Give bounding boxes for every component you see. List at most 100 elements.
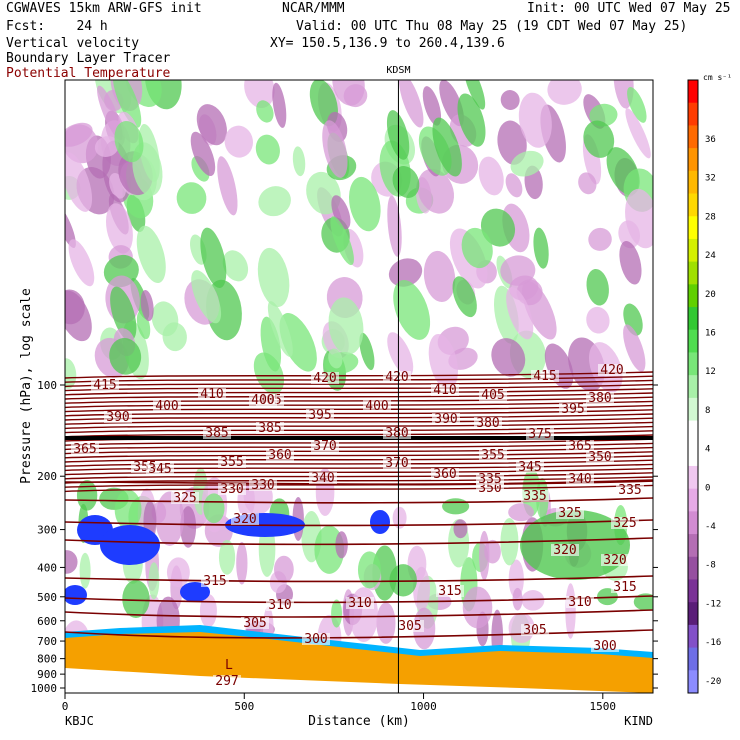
velocity-blob <box>244 80 275 109</box>
isentrope-label: 420 <box>385 370 408 385</box>
isentrope-label: 355 <box>220 455 243 470</box>
isentrope-label-bg <box>431 468 459 480</box>
isentrope-label-bg <box>201 575 229 587</box>
velocity-blob <box>332 80 365 106</box>
isentrope <box>65 537 653 546</box>
velocity-blob <box>586 268 609 306</box>
velocity-blob <box>114 121 144 163</box>
colorbar-swatch <box>688 375 698 399</box>
y-tick-label: 700 <box>37 635 57 648</box>
colorbar-tick-label: -4 <box>705 522 716 532</box>
velocity-blob <box>328 297 364 355</box>
velocity-blob <box>510 150 544 177</box>
colorbar-swatch <box>688 443 698 467</box>
isentrope-label-bg <box>218 456 246 468</box>
velocity-blob <box>497 120 527 165</box>
isentrope-label-bg <box>346 597 374 609</box>
y-axis-label: Pressure (hPa), log scale <box>19 288 34 484</box>
colorbar-swatch <box>688 307 698 331</box>
velocity-blob <box>236 541 248 585</box>
isentrope-label-bg <box>213 675 241 687</box>
colorbar-swatch <box>688 80 698 104</box>
velocity-blob <box>257 247 290 308</box>
velocity-blob <box>65 290 92 342</box>
velocity-blob <box>392 166 420 198</box>
isentrope-label-bg <box>249 394 277 406</box>
colorbar-units: cm s⁻¹ <box>703 73 732 82</box>
isentrope-label: 400 <box>251 393 274 408</box>
velocity-blob <box>478 156 504 196</box>
colorbar-swatch <box>688 534 698 558</box>
isentrope <box>65 455 653 463</box>
colorbar-tick-label: 24 <box>705 251 716 261</box>
isentrope-label: 310 <box>268 598 291 613</box>
isentrope-label-bg <box>306 409 334 421</box>
velocity-blob <box>112 80 142 128</box>
tracer-patch <box>65 585 87 605</box>
isentrope-label-bg <box>479 449 507 461</box>
colorbar-tick-label: -20 <box>705 677 721 687</box>
isentrope-label-bg <box>383 457 411 469</box>
velocity-blob <box>114 489 142 530</box>
velocity-blob <box>255 134 280 165</box>
velocity-blob <box>623 324 646 372</box>
isentrope-label-bg <box>218 483 246 495</box>
isentrope-label-bg <box>476 473 504 485</box>
x-tick-label: 0 <box>62 700 69 713</box>
isentrope-label-bg <box>104 411 132 423</box>
isentrope-label: 350 <box>588 450 611 465</box>
velocity-blob <box>521 590 545 611</box>
velocity-blob <box>583 120 615 158</box>
init-time: Init: 00 UTC Wed 07 May 25 <box>527 1 731 16</box>
isentrope-label-bg <box>383 371 411 383</box>
velocity-blob <box>331 195 351 230</box>
velocity-blob <box>547 80 582 105</box>
velocity-blob <box>330 216 354 266</box>
velocity-blob <box>392 506 407 529</box>
isentrope-label-group: 4154204204154204104054104054003904003954… <box>71 363 644 689</box>
isentrope-label: 415 <box>533 369 556 384</box>
isentrope-label: 375 <box>528 427 551 442</box>
isentrope-label-bg <box>521 490 549 502</box>
velocity-blob <box>200 227 227 289</box>
isentrope-label: 335 <box>523 489 546 504</box>
colorbar-swatch <box>688 284 698 308</box>
isentrope-label: 300 <box>593 639 616 654</box>
isentrope-label-bg <box>302 633 330 645</box>
y-tick-label: 800 <box>37 653 57 666</box>
isentrope-label-bg <box>566 440 594 452</box>
colorbar-swatch <box>688 261 698 285</box>
isentrope-label-bg <box>566 596 594 608</box>
colorbar-swatch <box>688 465 698 490</box>
isentrope <box>65 400 653 409</box>
isentrope-label-bg <box>432 413 460 425</box>
isentrope-label-bg <box>266 599 294 611</box>
isentrope-label: 410 <box>433 383 456 398</box>
isentrope <box>65 379 653 388</box>
isentrope-label: 330 <box>251 478 274 493</box>
isentrope-label-bg <box>266 449 294 461</box>
isentrope-label: 420 <box>600 363 623 378</box>
colorbar-swatch <box>688 352 698 376</box>
field-boundary-layer-tracer: Boundary Layer Tracer <box>6 51 171 66</box>
isentrope <box>65 396 653 404</box>
colorbar-swatch <box>688 193 698 217</box>
isentrope-label-bg <box>566 473 594 485</box>
colorbar-tick-label: 12 <box>705 367 716 377</box>
velocity-blob <box>500 90 520 110</box>
x-tick-label: 500 <box>234 700 254 713</box>
y-tick-label: 200 <box>37 470 57 483</box>
x-left-station: KBJC <box>65 714 94 728</box>
velocity-blob <box>348 176 381 232</box>
velocity-blob <box>461 227 493 269</box>
y-tick-label: 1000 <box>31 682 58 695</box>
colorbar-tick-label: 20 <box>705 290 716 300</box>
velocity-blob <box>627 86 647 123</box>
velocity-blob <box>65 358 77 389</box>
x-right-station: KIND <box>624 714 653 728</box>
velocity-blob <box>376 602 396 644</box>
velocity-blob <box>224 125 253 158</box>
isentrope <box>65 595 653 604</box>
isentrope-label-bg <box>591 640 619 652</box>
